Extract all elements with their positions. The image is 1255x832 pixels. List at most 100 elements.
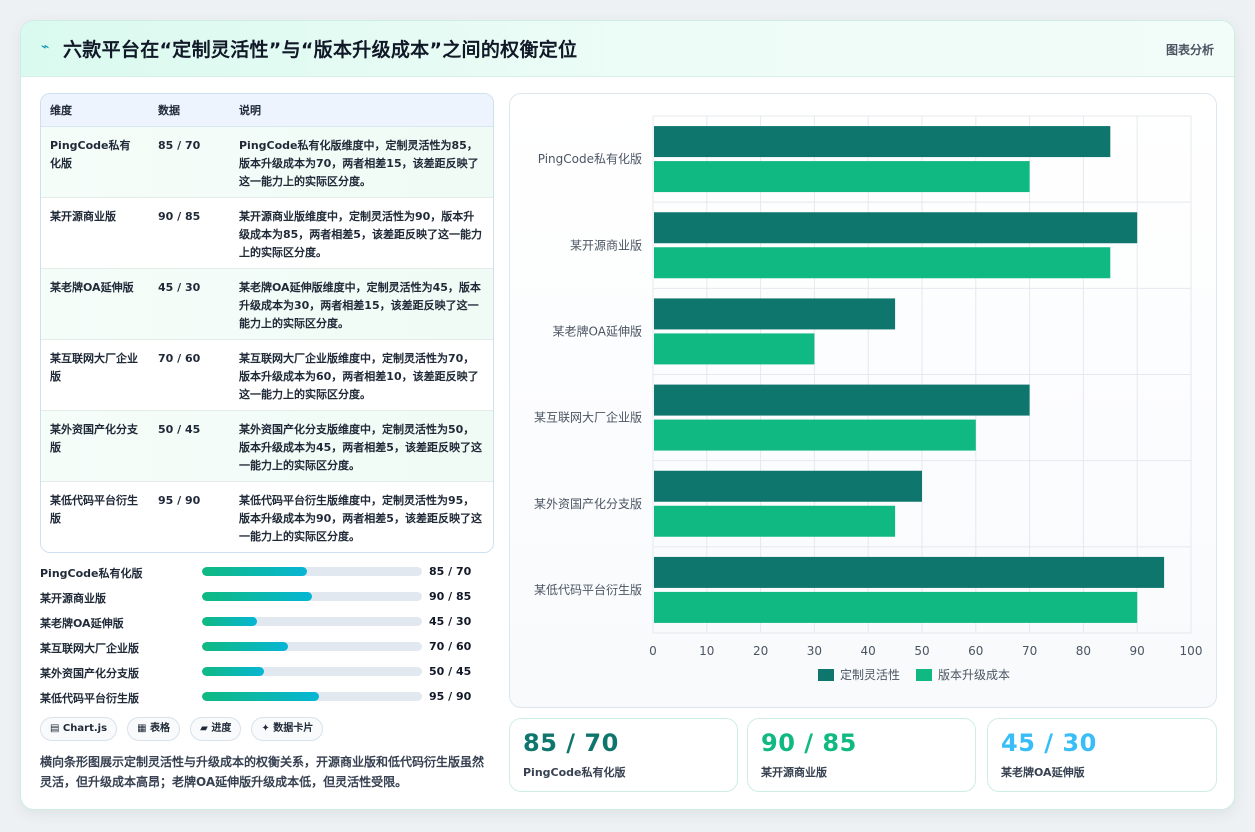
y-tick-label: 某互联网大厂企业版 xyxy=(534,410,642,425)
y-tick-label: 某老牌OA延伸版 xyxy=(553,324,642,338)
legend-swatch xyxy=(916,669,932,681)
x-tick-label: 30 xyxy=(807,644,822,658)
x-tick-label: 50 xyxy=(914,644,929,658)
bar xyxy=(654,556,1165,588)
x-tick-label: 80 xyxy=(1076,644,1091,658)
bar-chart-panel: 0 10 20 30 40 50 60 70 80 90 100 PingCode私有化版某开源商业版… xyxy=(509,93,1217,708)
x-tick-label: 40 xyxy=(861,644,876,658)
kpi-card: 85 / 70 PingCode私有化版 xyxy=(509,718,738,792)
y-tick-label: PingCode私有化版 xyxy=(538,152,642,166)
legend-label: 版本升级成本 xyxy=(938,668,1010,682)
table-cell-note: 某开源商业版维度中，定制灵活性为90，版本升级成本为85，两者相差5，该差距反映… xyxy=(239,209,482,259)
table-cell-note: 某互联网大厂企业版维度中，定制灵活性为70，版本升级成本为60，两者相差10，该… xyxy=(239,351,479,401)
kpi-label: 某老牌OA延伸版 xyxy=(1001,766,1085,779)
tool-pills: ▤ Chart.js ▦ 表格 ▰ 进度 ✦ 数据卡片 xyxy=(40,716,328,741)
table-row: 某低代码平台衍生版 95 / 90 某低代码平台衍生版维度中，定制灵活性为95，… xyxy=(41,481,493,552)
pill-table[interactable]: ▦ 表格 xyxy=(127,717,181,741)
kpi-value: 90 / 85 xyxy=(761,729,857,757)
table-cell-name: 某老牌OA延伸版 xyxy=(50,280,134,294)
table-header-row: 维度 数据 说明 xyxy=(41,94,493,127)
progress-track xyxy=(202,567,422,576)
progress-fill xyxy=(202,692,319,701)
progress-row: 某老牌OA延伸版 45 / 30 xyxy=(40,612,494,637)
bar-chart: 0 10 20 30 40 50 60 70 80 90 100 PingCode私有化版某开源商业版… xyxy=(534,115,1203,682)
table-cell-data: 70 / 60 xyxy=(158,351,201,365)
progress-track xyxy=(202,667,422,676)
progress-value: 45 / 30 xyxy=(429,615,472,628)
x-tick-label: 10 xyxy=(699,644,714,658)
table-row: 某互联网大厂企业版 70 / 60 某互联网大厂企业版维度中，定制灵活性为70，… xyxy=(41,339,493,410)
progress-value: 50 / 45 xyxy=(429,665,472,678)
progress-label: 某互联网大厂企业版 xyxy=(40,642,139,655)
pill-chartjs[interactable]: ▤ Chart.js xyxy=(40,717,118,741)
bar xyxy=(654,333,815,365)
main-card: ⌁ 六款平台在“定制灵活性”与“版本升级成本”之间的权衡定位 图表分析 维度 数… xyxy=(20,20,1235,810)
progress-label: 某低代码平台衍生版 xyxy=(40,692,139,705)
chart-analysis-tag: 图表分析 xyxy=(1165,43,1214,57)
y-tick-label: 某开源商业版 xyxy=(570,237,642,252)
progress-row: 某外资国产化分支版 50 / 45 xyxy=(40,662,494,687)
progress-fill xyxy=(202,667,264,676)
progress-label: 某开源商业版 xyxy=(40,592,106,605)
progress-value: 90 / 85 xyxy=(429,590,472,603)
table-row: PingCode私有化版 85 / 70 PingCode私有化版维度中，定制灵… xyxy=(41,126,493,197)
table-cell-data: 95 / 90 xyxy=(158,493,201,507)
progress-value: 85 / 70 xyxy=(429,565,472,578)
bar xyxy=(654,212,1138,244)
chart-description: 横向条形图展示定制灵活性与升级成本的权衡关系，开源商业版和低代码衍生版虽然灵活，… xyxy=(40,755,485,789)
progress-fill xyxy=(202,617,257,626)
x-tick-label: 100 xyxy=(1180,644,1203,658)
bar xyxy=(654,505,896,537)
bar xyxy=(654,161,1030,193)
table-cell-data: 85 / 70 xyxy=(158,138,201,152)
x-tick-label: 90 xyxy=(1130,644,1145,658)
progress-value: 95 / 90 xyxy=(429,690,472,703)
bar xyxy=(654,247,1111,279)
legend-swatch xyxy=(818,669,834,681)
progress-fill xyxy=(202,592,312,601)
bolt-icon: ⌁ xyxy=(41,39,50,55)
table-cell-name: 某开源商业版 xyxy=(50,209,116,223)
x-tick-label: 70 xyxy=(1022,644,1037,658)
progress-list: PingCode私有化版 85 / 70 某开源商业版 90 / 85 某老牌O… xyxy=(40,562,494,712)
table-cell-name: 某低代码平台衍生版 xyxy=(50,493,138,525)
progress-label: 某老牌OA延伸版 xyxy=(40,617,124,630)
table-header-dimension: 维度 xyxy=(41,94,149,127)
table-header-data: 数据 xyxy=(149,94,230,127)
kpi-label: PingCode私有化版 xyxy=(523,766,626,779)
bar xyxy=(654,419,976,451)
x-tick-label: 60 xyxy=(968,644,983,658)
progress-track xyxy=(202,592,422,601)
header: ⌁ 六款平台在“定制灵活性”与“版本升级成本”之间的权衡定位 图表分析 xyxy=(21,21,1234,77)
progress-label: PingCode私有化版 xyxy=(40,567,143,580)
page-title: 六款平台在“定制灵活性”与“版本升级成本”之间的权衡定位 xyxy=(63,39,578,61)
legend-label: 定制灵活性 xyxy=(840,667,900,682)
bar xyxy=(654,591,1138,623)
progress-track xyxy=(202,692,422,701)
y-tick-label: 某低代码平台衍生版 xyxy=(534,582,642,597)
pill-data-card[interactable]: ✦ 数据卡片 xyxy=(251,717,324,741)
table-cell-note: PingCode私有化版维度中，定制灵活性为85，版本升级成本为70，两者相差1… xyxy=(239,138,479,188)
bar xyxy=(654,470,922,502)
kpi-card: 45 / 30 某老牌OA延伸版 xyxy=(987,718,1217,792)
table-cell-note: 某老牌OA延伸版维度中，定制灵活性为45，版本升级成本为30，两者相差15，该差… xyxy=(239,280,481,330)
y-tick-label: 某外资国产化分支版 xyxy=(534,497,642,511)
progress-fill xyxy=(202,642,288,651)
progress-track xyxy=(202,642,422,651)
kpi-value: 45 / 30 xyxy=(1001,729,1097,757)
pill-progress[interactable]: ▰ 进度 xyxy=(190,717,242,741)
kpi-value: 85 / 70 xyxy=(523,729,619,757)
x-tick-label: 0 xyxy=(649,644,657,658)
progress-row: 某互联网大厂企业版 70 / 60 xyxy=(40,637,494,662)
x-tick-label: 20 xyxy=(753,644,768,658)
table-row: 某老牌OA延伸版 45 / 30 某老牌OA延伸版维度中，定制灵活性为45，版本… xyxy=(41,268,493,339)
table-cell-data: 50 / 45 xyxy=(158,422,201,436)
progress-fill xyxy=(202,567,307,576)
progress-row: PingCode私有化版 85 / 70 xyxy=(40,562,494,587)
kpi-card: 90 / 85 某开源商业版 xyxy=(747,718,976,792)
table-header-note: 说明 xyxy=(230,94,493,127)
bar xyxy=(654,384,1030,416)
progress-row: 某开源商业版 90 / 85 xyxy=(40,587,494,612)
table-cell-data: 45 / 30 xyxy=(158,280,201,294)
progress-value: 70 / 60 xyxy=(429,640,472,653)
